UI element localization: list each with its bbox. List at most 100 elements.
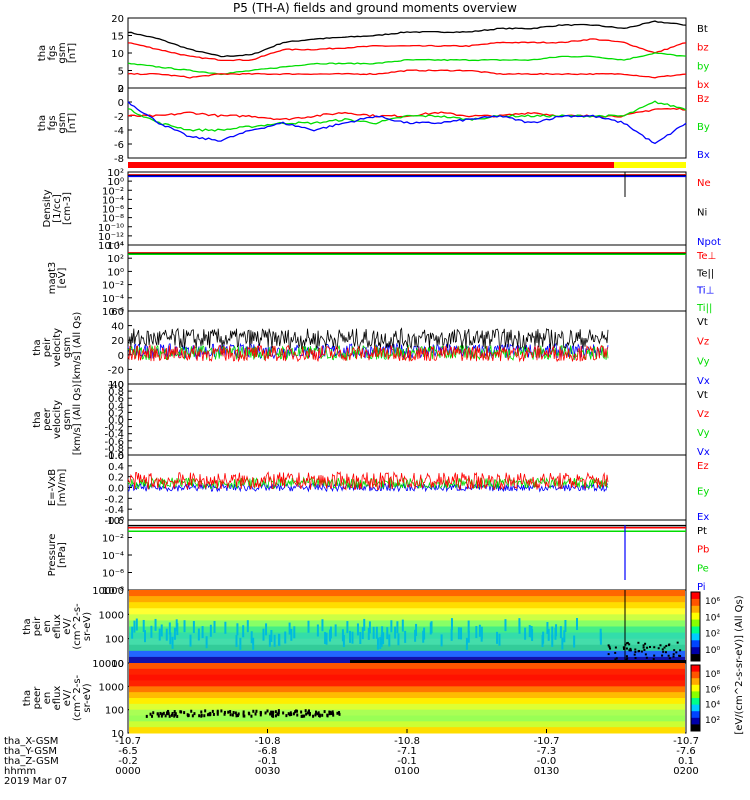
peer-spectrogram-dot: [308, 711, 311, 715]
peer-spectrogram-dot: [173, 713, 176, 717]
y-axis-label: en: [42, 620, 53, 633]
peer-spectrogram-dot: [318, 713, 321, 717]
peer-spectrogram-dot: [204, 709, 207, 713]
y-tick-label: 0: [118, 98, 124, 109]
peir-spectrogram-streak: [396, 621, 399, 634]
peir-spectrogram-streak: [524, 627, 527, 640]
peer-spectrogram-dot: [173, 710, 176, 714]
peer-spectrogram-band: [129, 709, 685, 716]
peir-spectrogram-streak: [265, 623, 268, 636]
y-tick-label: 10⁴: [107, 241, 124, 252]
peir-spectrogram-streak: [390, 620, 393, 633]
peir-spectrogram-band: [129, 620, 685, 627]
series-Ez: [127, 471, 609, 491]
peir-spectrogram-dot: [661, 648, 664, 651]
y-axis-label: peer: [42, 407, 53, 431]
peir-spectrogram-dot: [673, 649, 676, 652]
y-axis-label: fgs: [47, 45, 58, 60]
x-tick-label: -10.8: [394, 736, 420, 747]
y-axis-label: [km/s] (All Qs): [72, 312, 83, 384]
peir-spectrogram-band: [129, 638, 685, 646]
peer-spectrogram-dot: [227, 710, 230, 714]
peir-colorbar-tick: 10⁶: [705, 597, 720, 607]
y-tick-label: 0.0: [108, 416, 124, 427]
peer-spectrogram-dot: [316, 712, 319, 716]
peer-spectrogram-dot: [331, 710, 334, 714]
x-tick-label: -6.8: [258, 746, 278, 757]
peer-spectrogram-dot: [294, 710, 297, 714]
peir-spectrogram-streak: [475, 626, 478, 639]
peer-spectrogram-dot: [231, 713, 234, 717]
peer-colorbar-tick: 10⁴: [705, 701, 720, 711]
peer-spectrogram-dot: [200, 710, 203, 714]
peer-spectrogram-dot: [338, 712, 341, 716]
peir-spectrogram-streak: [547, 628, 550, 641]
peer-spectrogram-dot: [183, 711, 186, 715]
peir-spectrogram-streak: [361, 627, 364, 640]
legend-label: by: [697, 61, 709, 72]
series-By: [127, 100, 687, 132]
peer-spectrogram-dot: [288, 713, 291, 717]
peir-spectrogram-streak: [171, 636, 174, 649]
peir-spectrogram-streak: [504, 619, 507, 632]
peir-spectrogram-streak: [209, 624, 212, 637]
peir-spectrogram-streak: [541, 635, 544, 648]
peer-spectrogram-dot: [216, 710, 219, 714]
y-tick-label: -4: [114, 126, 124, 137]
y-tick-label: -0.6: [104, 516, 124, 527]
peir-spectrogram-dot: [634, 657, 637, 660]
peir-spectrogram-streak: [388, 634, 391, 647]
y-axis-label: [nT]: [67, 113, 78, 133]
peer-spectrogram-dot: [336, 711, 339, 715]
peer-spectrogram-dot: [191, 714, 194, 718]
y-axis-label: [nPa]: [57, 542, 68, 568]
page-title: P5 (TH-A) fields and ground moments over…: [233, 1, 517, 15]
peir-colorbar-swatch: [691, 654, 700, 662]
legend-label: Pi: [697, 582, 706, 593]
y-axis-label: sr-eV): [82, 683, 93, 712]
peir-spectrogram-band: [129, 608, 685, 615]
y-tick-label: 0: [118, 351, 124, 362]
peir-spectrogram-streak: [414, 629, 417, 642]
y-tick-label: 10⁻¹⁴: [98, 241, 124, 252]
peir-colorbar-swatch: [691, 612, 700, 620]
peer-spectrogram-dot: [168, 714, 171, 718]
peir-spectrogram-streak: [288, 622, 291, 635]
peer-spectrogram-dot: [289, 711, 292, 715]
peir-spectrogram-streak: [236, 623, 239, 636]
legend-label: Pb: [697, 545, 709, 556]
peer-spectrogram-dot: [274, 714, 277, 718]
peir-spectrogram-streak: [165, 628, 168, 641]
y-tick-label: 10⁻⁶: [102, 205, 124, 216]
peir-spectrogram-streak: [372, 626, 375, 639]
peer-spectrogram-dot: [296, 713, 299, 717]
y-axis-label: gsm: [57, 42, 68, 63]
peir-colorbar-swatch: [691, 605, 700, 614]
peer-spectrogram-dot: [287, 712, 290, 716]
peer-spectrogram-dot: [272, 710, 275, 714]
y-axis-label: tha: [32, 411, 43, 427]
peer-spectrogram-band: [129, 692, 685, 699]
peir-spectrogram-dot: [644, 653, 647, 656]
y-tick-label: 0.6: [108, 451, 124, 462]
peer-spectrogram-dot: [157, 714, 160, 718]
peir-spectrogram-streak: [273, 634, 276, 647]
x-row-label: hhmm: [4, 766, 36, 777]
x-tick-label: -10.7: [673, 736, 699, 747]
y-tick-label: -0.6: [104, 437, 124, 448]
peer-spectrogram-dot: [170, 713, 173, 717]
peer-colorbar-swatch: [691, 717, 700, 725]
peer-spectrogram-dot: [259, 713, 262, 717]
legend-label: Vx: [697, 376, 710, 387]
peer-spectrogram-dot: [259, 710, 262, 714]
peir-spectrogram-streak: [316, 624, 319, 637]
peer-spectrogram-dot: [271, 714, 274, 718]
y-tick-label: 10⁻²: [102, 186, 124, 197]
y-axis-label: tha: [37, 45, 48, 61]
peir-spectrogram-streak: [268, 634, 271, 647]
peer-spectrogram-dot: [247, 711, 250, 715]
peir-spectrogram-streak: [160, 624, 163, 637]
peer-spectrogram-dot: [314, 713, 317, 717]
y-tick-label: 20: [111, 336, 124, 347]
